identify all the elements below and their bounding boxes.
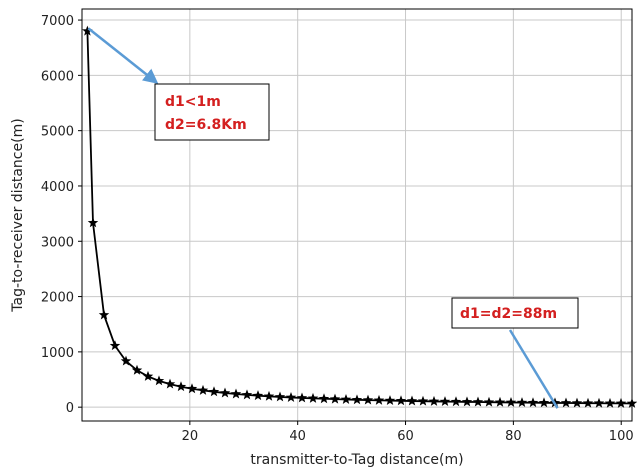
data-point-marker <box>153 375 165 386</box>
y-tick-label: 3000 <box>41 235 74 250</box>
data-point-marker <box>230 388 242 399</box>
data-point-marker <box>417 395 429 406</box>
y-tick-label: 5000 <box>41 125 74 140</box>
data-point-marker <box>560 397 572 408</box>
annotation-arrow <box>87 27 159 84</box>
data-point-marker <box>593 397 605 408</box>
data-point-marker <box>175 381 187 392</box>
data-point-marker <box>87 217 99 228</box>
data-point-marker <box>604 397 616 408</box>
data-point-marker <box>516 397 528 408</box>
data-point-marker <box>120 355 132 366</box>
annotation-text: d2=6.8Km <box>165 117 247 133</box>
data-point-marker <box>527 397 539 408</box>
y-tick-label: 0 <box>66 401 74 416</box>
data-point-marker <box>362 394 374 405</box>
data-point-marker <box>450 396 462 407</box>
data-point-marker <box>538 397 550 408</box>
annotations: d1<1m d2=6.8Km d1=d2=88m <box>87 27 579 409</box>
data-point-marker <box>505 396 517 407</box>
data-point-marker <box>329 393 341 404</box>
data-point-marker <box>208 386 220 397</box>
data-point-marker <box>384 395 396 406</box>
data-point-marker <box>285 392 297 402</box>
data-point-marker <box>406 395 418 406</box>
data-point-marker <box>274 391 286 402</box>
plot-frame <box>81 8 633 422</box>
y-tick-label: 2000 <box>41 291 74 306</box>
data-point-marker <box>186 383 198 394</box>
data-point-marker <box>142 370 154 381</box>
data-point-marker <box>483 396 495 407</box>
data-point-marker <box>219 387 231 398</box>
data-point-marker <box>318 393 330 404</box>
data-point-marker <box>82 25 93 36</box>
data-point-marker <box>571 397 583 408</box>
y-tick-label: 7000 <box>41 14 74 29</box>
x-tick-label: 20 <box>182 429 199 444</box>
data-point-marker <box>263 390 275 401</box>
data-point-marker <box>428 395 440 406</box>
data-point-marker <box>252 390 264 401</box>
series-group <box>82 25 637 408</box>
data-point-marker <box>395 395 407 406</box>
data-point-marker <box>164 378 176 389</box>
annotation-text: d1=d2=88m <box>460 306 557 322</box>
data-point-marker <box>582 397 594 408</box>
data-point-marker <box>131 364 143 375</box>
x-tick-label: 80 <box>505 429 522 444</box>
annotation-text: d1<1m <box>165 94 221 110</box>
data-point-marker <box>351 394 363 405</box>
annotation-arrow <box>508 329 559 409</box>
data-point-marker <box>307 392 319 403</box>
y-tick-label: 4000 <box>41 180 74 195</box>
data-point-marker <box>340 393 352 404</box>
x-tick-label: 100 <box>609 429 634 444</box>
y-tick-label: 6000 <box>41 69 74 84</box>
data-point-marker <box>241 389 253 400</box>
y-tick-label: 1000 <box>41 346 74 361</box>
data-point-marker <box>615 397 627 408</box>
y-axis-label: Tag-to-receiver distance(m) <box>10 118 26 312</box>
annotation-box <box>154 83 270 141</box>
data-point-marker <box>494 396 506 407</box>
x-tick-label: 40 <box>289 429 306 444</box>
data-point-marker <box>98 309 110 320</box>
grid <box>82 9 632 421</box>
x-tick-label: 60 <box>397 429 414 444</box>
data-point-marker <box>373 394 385 405</box>
data-point-marker <box>461 396 473 407</box>
data-point-marker <box>439 396 451 407</box>
data-point-marker <box>296 392 308 403</box>
data-point-marker <box>472 396 484 407</box>
x-axis-label: transmitter-to-Tag distance(m) <box>250 452 463 468</box>
annotation-box <box>451 297 579 329</box>
data-point-marker <box>109 340 121 351</box>
data-point-marker <box>197 384 209 395</box>
